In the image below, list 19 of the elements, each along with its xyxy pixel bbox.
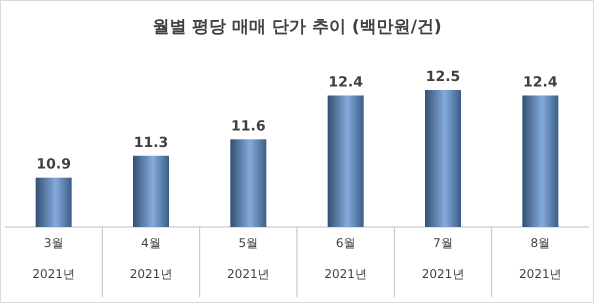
text: 2021년: [422, 267, 464, 281]
data-label: 12.4: [523, 74, 558, 90]
x-tick-label: 6월: [336, 236, 356, 250]
x-tick-label: 5월: [238, 236, 258, 250]
x-tick-label: 4월: [141, 236, 161, 250]
text: 2021년: [227, 267, 270, 281]
text: 2021년: [130, 267, 172, 281]
text: 2021년: [519, 267, 562, 281]
x-tick-label: 8월: [530, 236, 550, 250]
chart-title: 월별 평당 매매 단가 추이 (백만원/건): [152, 17, 442, 37]
data-label: 12.4: [328, 74, 364, 90]
data-label: 10.9: [36, 156, 71, 173]
data-label: 12.5: [426, 69, 460, 85]
x-tick-label: 7월: [433, 236, 453, 250]
text: 2021년: [32, 267, 75, 281]
x-tick-label: 3월: [44, 236, 64, 250]
text: 2021년: [324, 267, 367, 281]
data-label: 11.6: [231, 118, 266, 134]
data-label: 11.3: [134, 134, 168, 151]
